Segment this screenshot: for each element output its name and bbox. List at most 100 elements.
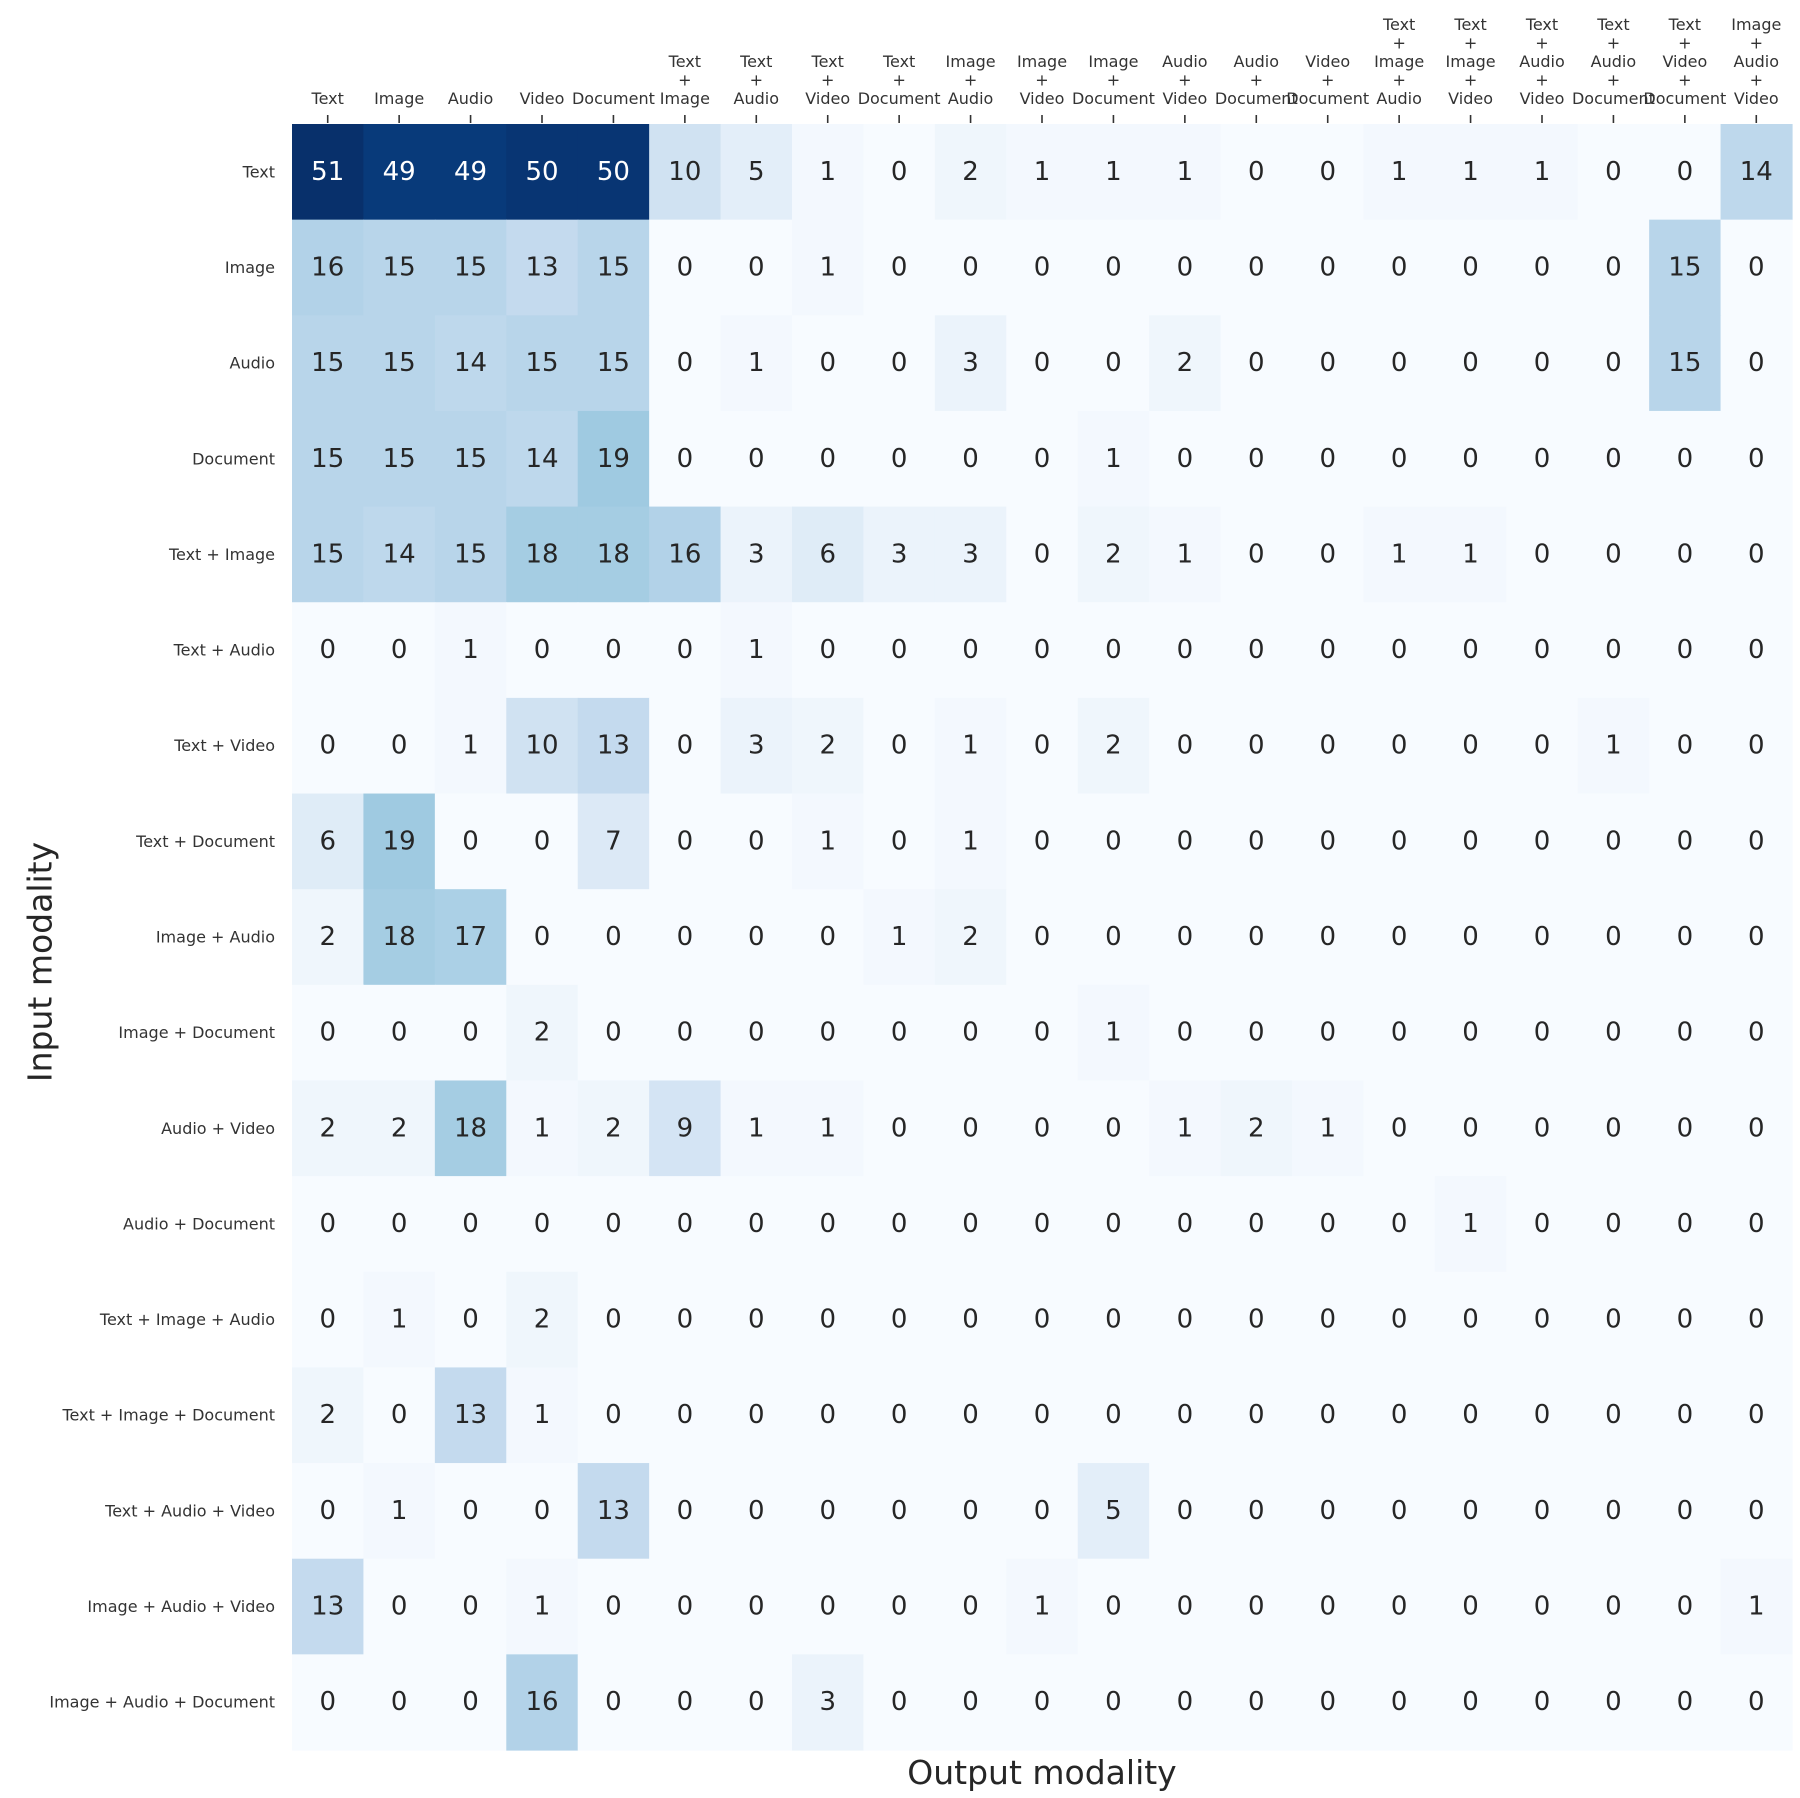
heatmap-cell [1006, 1271, 1079, 1369]
heatmap-cell [720, 1271, 793, 1369]
cell-value-label: 0 [1248, 539, 1265, 569]
heatmap-cell [1434, 1558, 1507, 1655]
cell-value-label: 7 [605, 826, 622, 856]
heatmap-cell [1292, 889, 1365, 986]
heatmap-cell [1720, 1271, 1793, 1369]
cell-value-label: 0 [1677, 826, 1694, 856]
cell-value-label: 0 [1605, 1209, 1622, 1239]
cell-value-label: 0 [748, 1018, 765, 1048]
heatmap-cell [1006, 506, 1079, 603]
cell-value-label: 50 [597, 157, 630, 187]
heatmap-cell [1220, 793, 1293, 890]
cell-value-label: 0 [462, 1592, 479, 1622]
cell-value-label: 19 [383, 826, 416, 856]
cell-value-label: 0 [962, 1687, 979, 1717]
cell-value-label: 0 [1677, 1687, 1694, 1717]
cell-value-label: 0 [1319, 1209, 1336, 1239]
heatmap-cell [1077, 1654, 1150, 1751]
heatmap-cell [1006, 124, 1079, 221]
cell-value-label: 0 [1534, 444, 1551, 474]
heatmap-cell [792, 1271, 865, 1369]
cell-value-label: 1 [891, 922, 908, 952]
heatmap-cell [1292, 697, 1365, 795]
cell-value-label: 2 [319, 922, 336, 952]
cell-value-label: 0 [534, 1209, 551, 1239]
heatmap-cell [934, 1654, 1007, 1751]
cell-value-label: 0 [1105, 252, 1122, 282]
cell-value-label: 0 [319, 731, 336, 761]
heatmap-cell [1649, 219, 1722, 316]
cell-value-label: 0 [1462, 1400, 1479, 1430]
cell-value-label: 0 [1391, 1018, 1408, 1048]
cell-value-label: 0 [1677, 539, 1694, 569]
heatmap-cell [434, 1558, 507, 1655]
heatmap-cell [1649, 1271, 1722, 1369]
cell-value-label: 0 [391, 1209, 408, 1239]
heatmap-cell [1363, 1271, 1436, 1369]
cell-value-label: 18 [383, 922, 416, 952]
heatmap-cell [434, 1654, 507, 1751]
heatmap-cell [363, 315, 436, 412]
cell-value-label: 0 [962, 635, 979, 665]
cell-value-label: 0 [1748, 826, 1765, 856]
cell-value-label: 0 [891, 1400, 908, 1430]
heatmap-cell [292, 1367, 365, 1464]
heatmap-cell [934, 410, 1007, 508]
cell-value-label: 0 [1605, 348, 1622, 378]
x-tick-label: Audio + Video [1162, 52, 1207, 108]
cell-value-label: 0 [462, 1018, 479, 1048]
output-modality-tick-labels: Text Image Audio Video Document Text + Image Tex… [311, 15, 1781, 123]
heatmap-cell [1220, 1654, 1293, 1751]
heatmap-cell [1149, 984, 1222, 1082]
cell-value-label: 0 [1248, 922, 1265, 952]
heatmap-cell [863, 506, 936, 603]
heatmap-cell [1220, 124, 1293, 221]
heatmap-cell [577, 1176, 650, 1273]
cell-value-label: 0 [391, 1687, 408, 1717]
cell-value-label: 51 [311, 157, 344, 187]
cell-value-label: 1 [1034, 1592, 1051, 1622]
heatmap-cell [577, 315, 650, 412]
heatmap-cell [1363, 124, 1436, 221]
cell-value-label: 0 [748, 1305, 765, 1335]
cell-value-label: 0 [1677, 731, 1694, 761]
cell-value-label: 0 [891, 1018, 908, 1048]
cell-value-label: 0 [891, 1496, 908, 1526]
heatmap-cell [649, 1271, 722, 1369]
cell-value-label: 0 [1605, 1400, 1622, 1430]
heatmap-cell [792, 1080, 865, 1177]
cell-value-label: 1 [748, 1113, 765, 1143]
heatmap-cell [649, 1463, 722, 1560]
cell-value-label: 0 [1534, 1496, 1551, 1526]
cell-value-label: 0 [1105, 1113, 1122, 1143]
y-tick-label: Image + Audio [156, 928, 275, 947]
cell-value-label: 18 [597, 539, 630, 569]
heatmap-cell [577, 602, 650, 699]
cell-value-label: 0 [1462, 635, 1479, 665]
heatmap-cell [1363, 219, 1436, 316]
cell-value-label: 15 [311, 539, 344, 569]
heatmap-cell [792, 697, 865, 795]
heatmap-cell [1506, 1463, 1579, 1560]
cell-value-label: 0 [677, 444, 694, 474]
heatmap-cell [1006, 984, 1079, 1082]
heatmap-cell [1577, 889, 1650, 986]
heatmap-cell [292, 506, 365, 603]
cell-value-label: 0 [748, 1592, 765, 1622]
heatmap-cell [434, 410, 507, 508]
x-tick-label: Document [572, 89, 655, 108]
heatmap-cell [1649, 602, 1722, 699]
x-tick-label: Audio [448, 89, 493, 108]
y-tick-label: Text + Video [173, 736, 275, 755]
cell-value-label: 0 [819, 1496, 836, 1526]
cell-value-label: 14 [1740, 157, 1773, 187]
cell-value-label: 0 [1034, 1209, 1051, 1239]
heatmap-cell [1577, 315, 1650, 412]
cell-value-label: 0 [605, 1305, 622, 1335]
cell-value-label: 0 [748, 1400, 765, 1430]
heatmap-cell [863, 1654, 936, 1751]
cell-value-label: 0 [1391, 1400, 1408, 1430]
heatmap-cell [1077, 984, 1150, 1082]
heatmap-cell [1292, 506, 1365, 603]
cell-value-label: 0 [1034, 348, 1051, 378]
